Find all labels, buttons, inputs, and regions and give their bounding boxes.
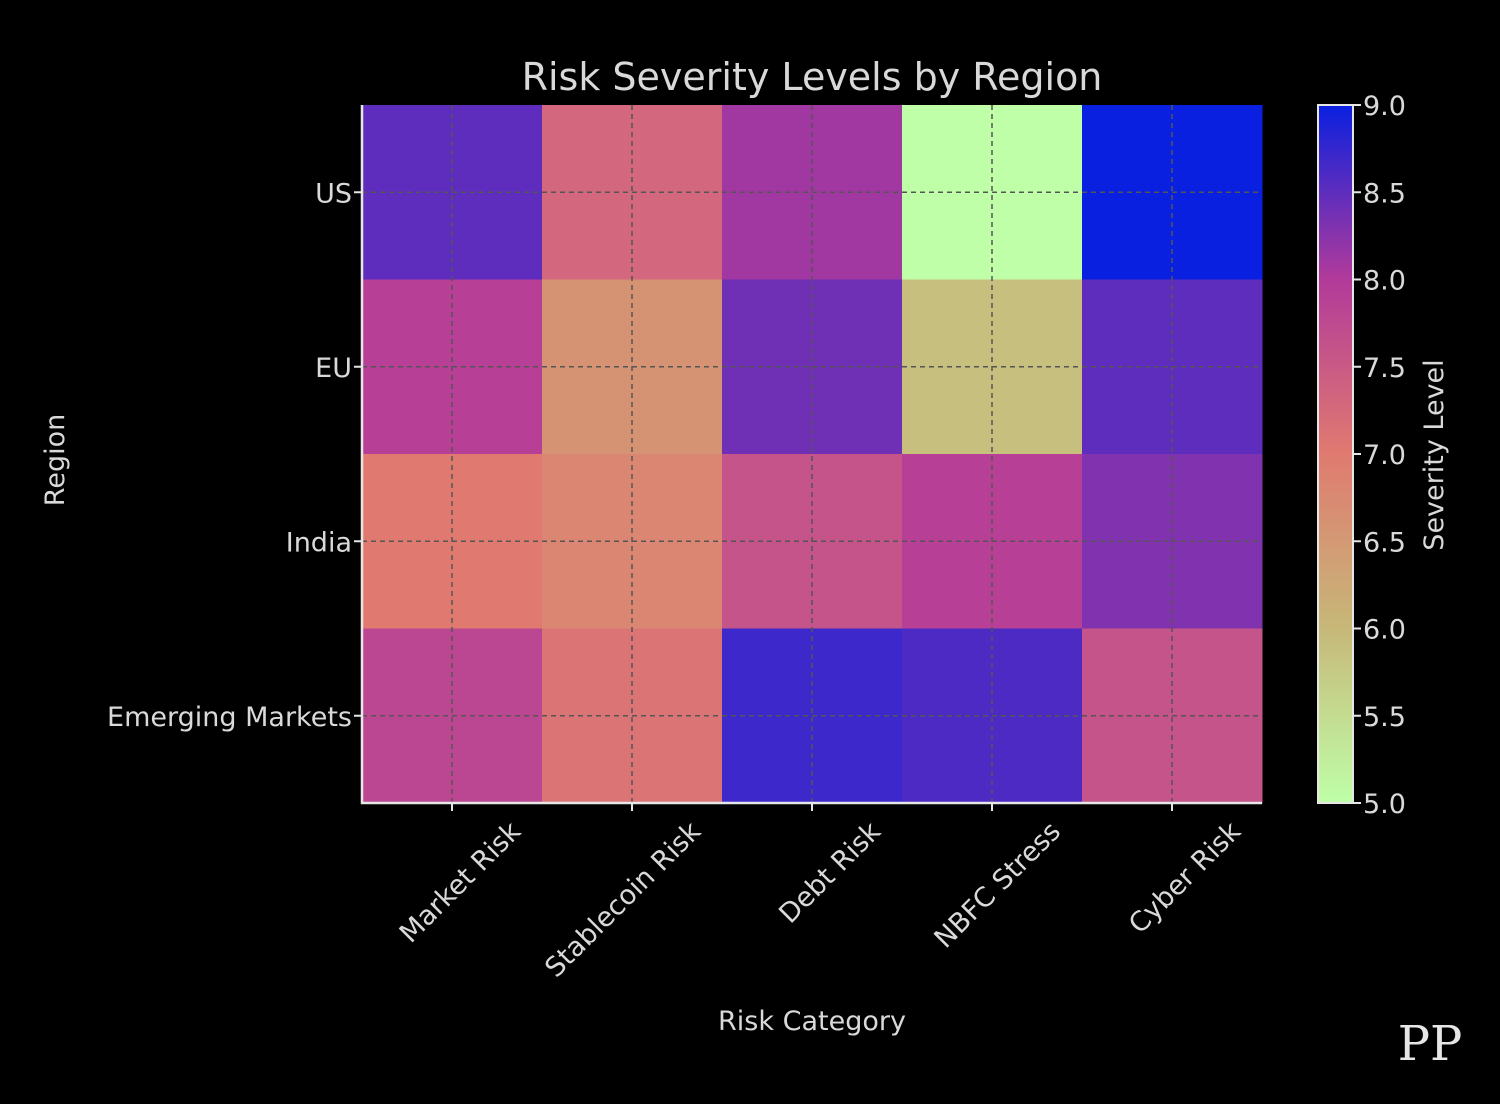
axes <box>354 105 1262 811</box>
y-tick-label: US <box>315 178 352 209</box>
x-tick-label: Stablecoin Risk <box>539 816 707 984</box>
y-axis-label: Region <box>40 414 71 506</box>
chart-title: Risk Severity Levels by Region <box>522 55 1103 99</box>
grid-lines <box>362 105 1262 803</box>
colorbar-tick-label: 5.0 <box>1363 789 1406 820</box>
y-tick-label: Emerging Markets <box>107 702 352 733</box>
colorbar-ticks: 5.0 5.5 6.0 6.5 7.0 7.5 8.0 8.5 9.0 <box>1353 91 1406 820</box>
x-axis-label: Risk Category <box>718 1006 906 1037</box>
colorbar-tick-label: 6.0 <box>1363 615 1406 646</box>
watermark-logo: PP <box>1398 1016 1463 1072</box>
y-tick-labels: US EU India Emerging Markets <box>107 178 352 733</box>
x-tick-labels: Market Risk Stablecoin Risk Debt Risk NBFC … <box>394 816 1247 984</box>
colorbar-tick-label: 9.0 <box>1363 91 1406 122</box>
colorbar-label: Severity Level <box>1419 359 1450 550</box>
colorbar-tick-label: 7.5 <box>1363 353 1406 384</box>
colorbar-tick-label: 8.5 <box>1363 178 1406 209</box>
x-tick-label: Market Risk <box>394 816 527 949</box>
y-tick-label: India <box>286 527 352 558</box>
y-tick-label: EU <box>315 353 352 384</box>
colorbar-tick-label: 5.5 <box>1363 702 1406 733</box>
colorbar-tick-label: 8.0 <box>1363 266 1406 297</box>
x-tick-label: Debt Risk <box>773 816 887 930</box>
x-tick-label: NBFC Stress <box>929 816 1067 954</box>
heatmap-cells <box>362 105 1263 804</box>
colorbar-tick-label: 7.0 <box>1363 440 1406 471</box>
colorbar <box>1317 104 1354 804</box>
x-tick-label: Cyber Risk <box>1123 816 1247 940</box>
colorbar-tick-label: 6.5 <box>1363 527 1406 558</box>
